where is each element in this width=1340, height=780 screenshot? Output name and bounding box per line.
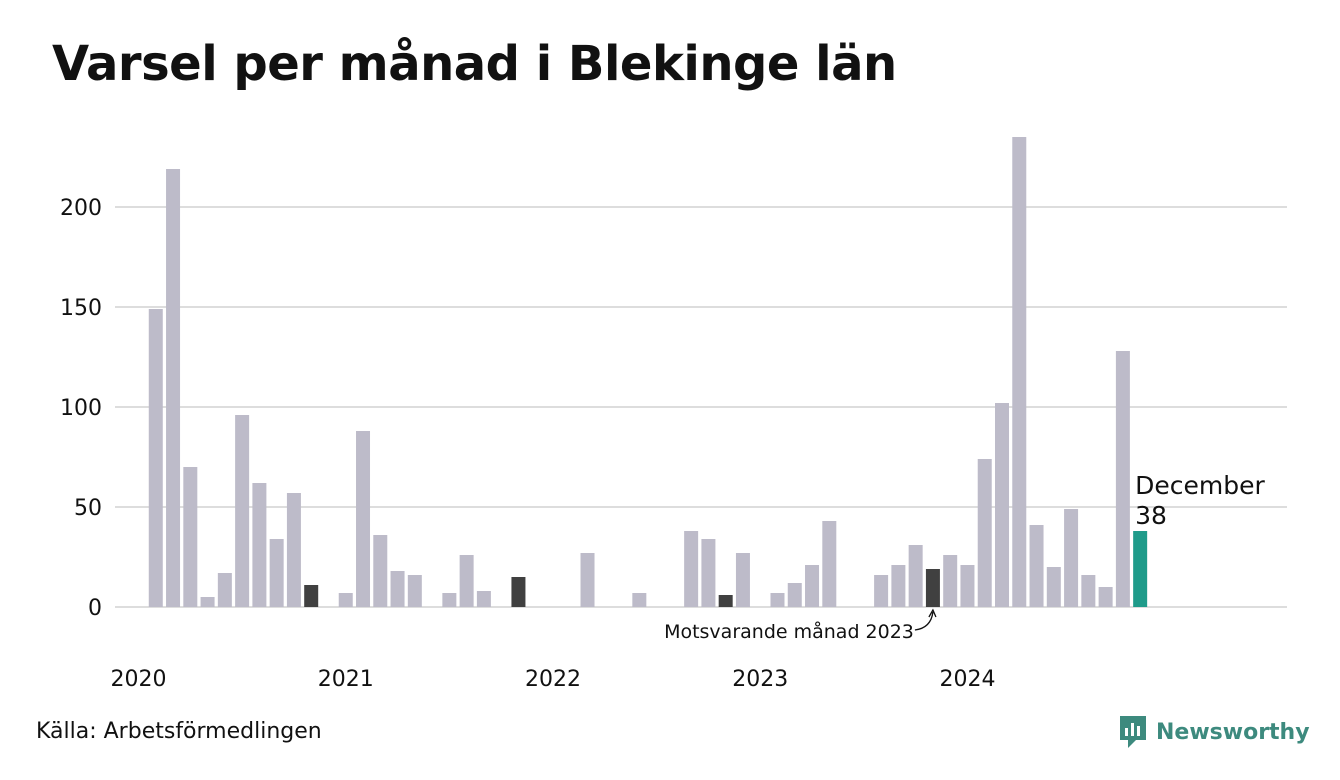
source-note: Källa: Arbetsförmedlingen — [36, 719, 322, 744]
bar — [286, 493, 301, 607]
bar — [1115, 351, 1130, 607]
bar — [1029, 525, 1044, 607]
bar — [995, 403, 1009, 607]
bar — [1012, 137, 1027, 607]
bar — [390, 571, 405, 607]
y-tick-label: 200 — [60, 196, 102, 221]
bar — [373, 535, 388, 607]
bar-current-month — [1133, 531, 1148, 607]
bar — [200, 597, 215, 607]
bar-same-month — [511, 577, 526, 607]
bar — [183, 467, 198, 607]
bar — [407, 575, 422, 607]
bar — [148, 309, 163, 607]
x-tick-label: 2023 — [732, 667, 788, 692]
bar — [1046, 567, 1061, 607]
highlight-month-label: December — [1135, 471, 1265, 500]
newsworthy-logo-icon — [1120, 716, 1146, 748]
bar — [787, 583, 802, 607]
brand-name: Newsworthy — [1156, 719, 1310, 745]
bar — [1081, 575, 1096, 607]
annotation-arrowhead — [928, 608, 937, 618]
y-tick-label: 0 — [88, 596, 102, 621]
bar — [338, 593, 353, 607]
bar — [356, 431, 371, 607]
y-tick-label: 50 — [74, 496, 102, 521]
bar-same-month — [718, 595, 733, 607]
y-tick-label: 100 — [60, 396, 102, 421]
bar — [235, 415, 250, 607]
y-tick-label: 150 — [60, 296, 102, 321]
bar — [580, 553, 595, 607]
brand-logo: Newsworthy — [1118, 712, 1310, 752]
bar — [943, 555, 958, 607]
chart-title: Varsel per månad i Blekinge län — [52, 36, 897, 92]
bar — [217, 573, 232, 607]
bar — [269, 539, 284, 607]
bar-chart: 0 50 100 150 200 2020 2021 2022 2023 2024 December… — [60, 137, 1287, 692]
bar — [701, 539, 716, 607]
bar — [735, 553, 750, 607]
bar — [805, 565, 820, 607]
bar — [684, 531, 699, 607]
bar — [476, 591, 491, 607]
bar — [960, 565, 975, 607]
bar — [822, 521, 837, 607]
annotation-arrow — [914, 611, 934, 631]
bar — [252, 483, 267, 607]
x-tick-label: 2022 — [525, 667, 581, 692]
bar — [770, 593, 785, 607]
x-tick-label: 2024 — [939, 667, 995, 692]
bar — [1064, 509, 1079, 607]
bar — [908, 545, 923, 607]
x-tick-label: 2021 — [318, 667, 374, 692]
highlight-value-label: 38 — [1135, 501, 1167, 530]
bar — [459, 555, 474, 607]
bar — [977, 459, 992, 607]
x-tick-label: 2020 — [111, 667, 167, 692]
bar — [442, 593, 457, 607]
bar — [891, 565, 906, 607]
bar — [1098, 587, 1113, 607]
bar — [632, 593, 647, 607]
bar — [166, 169, 181, 607]
bar-same-month — [304, 585, 319, 607]
annotation-label: Motsvarande månad 2023 — [664, 620, 914, 643]
bar-same-month — [925, 569, 940, 607]
bar — [874, 575, 889, 607]
